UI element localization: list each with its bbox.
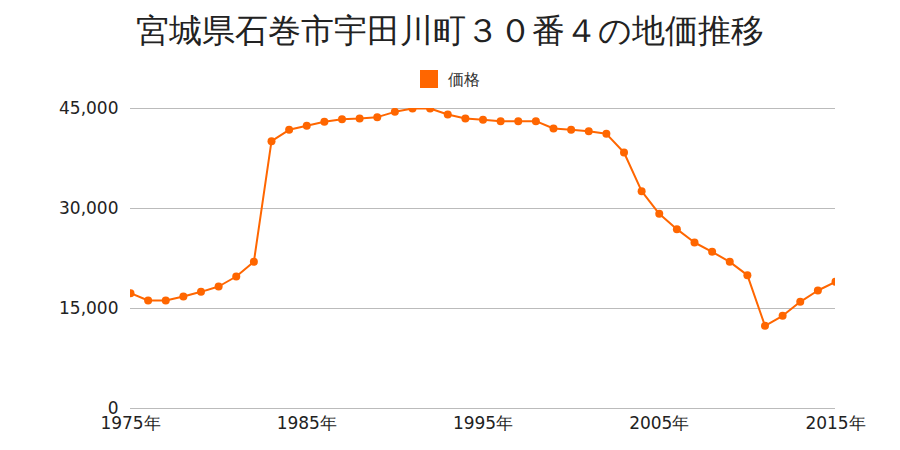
svg-text:2005年: 2005年 (629, 413, 689, 433)
html-text:価格: 価格 (448, 70, 480, 89)
svg-text:15,000: 15,000 (59, 298, 118, 318)
svg-text:0: 0 (107, 397, 119, 418)
svg-text:1985年: 1985年 (277, 413, 337, 433)
svg-text:30,000: 30,000 (59, 198, 118, 218)
svg-text:1975年: 1975年 (100, 413, 160, 433)
svg-text:1995年: 1995年 (453, 413, 513, 433)
svg-text:2015年: 2015年 (805, 413, 865, 433)
html-text:宮城県石巻市宇田川町３０番４の地価推移: 宮城県石巻市宇田川町３０番４の地価推移 (136, 11, 764, 50)
svg-text:45,000: 45,000 (59, 98, 118, 118)
